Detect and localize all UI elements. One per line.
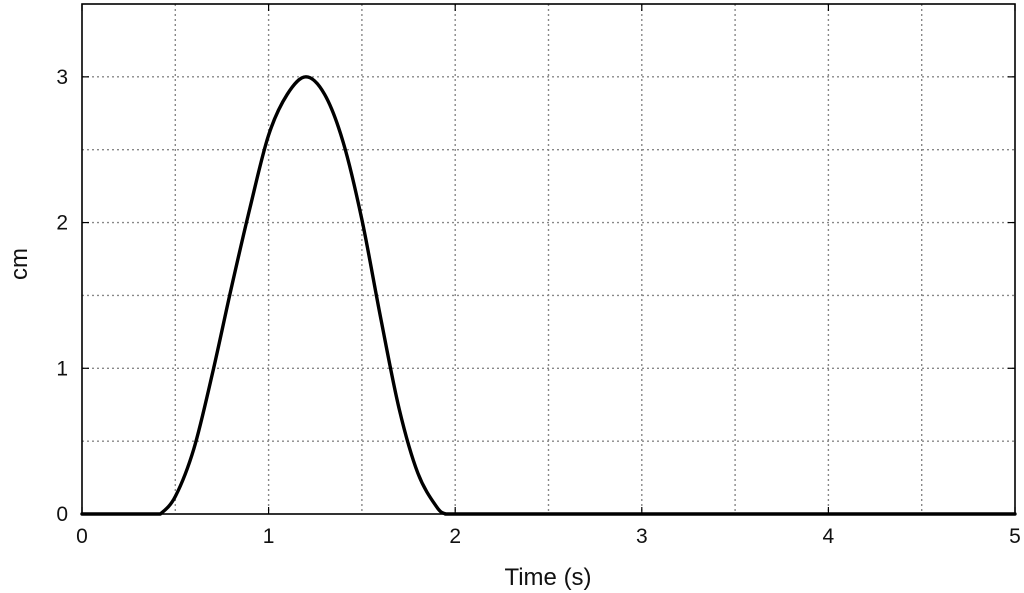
x-tick-label: 5 bbox=[1009, 525, 1021, 548]
y-tick-label: 3 bbox=[56, 66, 68, 89]
y-tick-label: 1 bbox=[56, 357, 68, 380]
x-tick-label: 2 bbox=[449, 525, 461, 548]
tick-labels: 0 1 2 3 4 5 0 1 2 3 bbox=[56, 66, 1021, 548]
x-tick-label: 1 bbox=[263, 525, 275, 548]
x-axis-title: Time (s) bbox=[504, 564, 591, 591]
plot-frame bbox=[81, 3, 1016, 515]
x-tick-label: 0 bbox=[76, 525, 88, 548]
x-tick-label: 3 bbox=[636, 525, 648, 548]
y-tick-label: 0 bbox=[56, 503, 68, 526]
ticks bbox=[81, 4, 1016, 515]
y-tick-label: 2 bbox=[56, 212, 68, 235]
y-axis-title: cm bbox=[6, 248, 33, 280]
x-tick-label: 4 bbox=[823, 525, 835, 548]
grid bbox=[82, 4, 1015, 514]
